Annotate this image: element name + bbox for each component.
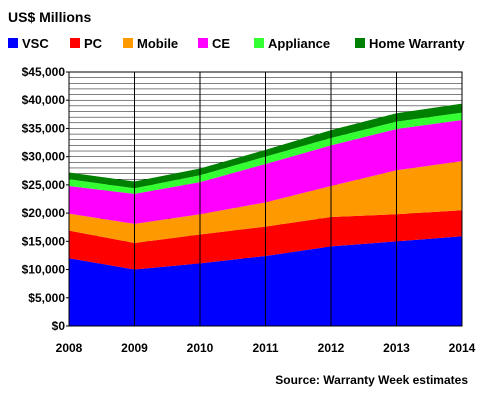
legend-label: Appliance — [268, 36, 330, 51]
y-tick-label: $15,000 — [22, 234, 66, 248]
legend-item: VSC — [8, 36, 49, 51]
legend-swatch — [8, 38, 18, 48]
y-tick-label: $25,000 — [22, 178, 66, 192]
legend-swatch — [70, 38, 80, 48]
source-note: Source: Warranty Week estimates — [275, 373, 468, 387]
x-tick-label: 2013 — [383, 341, 410, 355]
legend-label: PC — [84, 36, 103, 51]
legend-label: Home Warranty — [369, 36, 465, 51]
y-tick-label: $10,000 — [22, 263, 66, 277]
area-mobile — [69, 161, 462, 244]
legend-item: CE — [198, 36, 230, 51]
legend-item: PC — [70, 36, 103, 51]
y-tick-label: $40,000 — [22, 93, 66, 107]
legend-item: Home Warranty — [355, 36, 465, 51]
plot-border — [68, 71, 463, 327]
x-axis-tick-labels: 2008 2009 2010 2011 2012 2013 2014 — [56, 341, 476, 355]
legend-label: Mobile — [137, 36, 178, 51]
legend-label: CE — [212, 36, 230, 51]
x-tick-label: 2010 — [187, 341, 214, 355]
y-tick-label: $45,000 — [22, 65, 66, 79]
legend-swatch — [355, 38, 365, 48]
x-tick-label: 2014 — [449, 341, 476, 355]
y-tick-label: $20,000 — [22, 206, 66, 220]
area-home-warranty — [69, 103, 462, 189]
area-appliance — [69, 112, 462, 194]
x-tick-label: 2009 — [121, 341, 148, 355]
legend-swatch — [198, 38, 208, 48]
legend-label: VSC — [22, 36, 49, 51]
x-tick-label: 2011 — [252, 341, 278, 355]
legend-item: Mobile — [123, 36, 178, 51]
x-tick-label: 2012 — [318, 341, 345, 355]
x-tick-label: 2008 — [56, 341, 83, 355]
y-axis-tick-labels: $0 $5,000 $10,000 $15,000 $20,000 $25,000 $30,… — [22, 65, 69, 333]
legend: VSC PC Mobile CE Appliance Home Warranty — [8, 36, 465, 51]
y-tick-label: $35,000 — [22, 121, 66, 135]
legend-item: Appliance — [254, 36, 330, 51]
y-tick-label: $30,000 — [22, 150, 66, 164]
chart-title: US$ Millions — [8, 9, 91, 25]
plot-frame — [68, 71, 463, 327]
legend-swatch — [123, 38, 133, 48]
y-tick-label: $0 — [52, 319, 66, 333]
legend-swatch — [254, 38, 264, 48]
y-tick-label: $5,000 — [28, 291, 65, 305]
